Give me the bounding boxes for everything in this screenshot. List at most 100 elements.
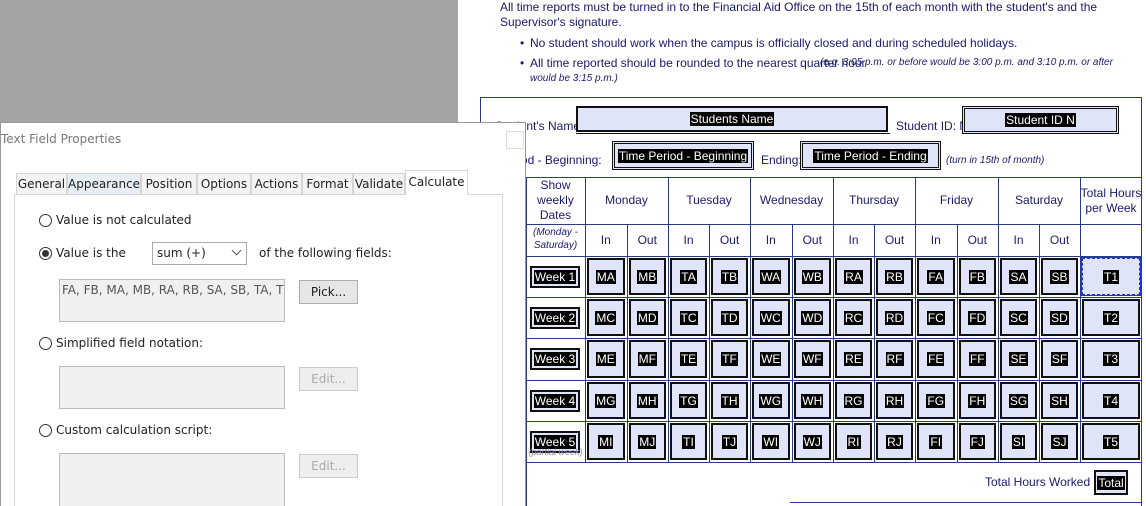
name-field[interactable]: Students Name — [576, 106, 888, 132]
time-field[interactable]: TA — [670, 258, 707, 295]
tab[interactable]: Validate — [353, 173, 405, 195]
tab[interactable]: Options — [197, 173, 251, 195]
radio[interactable] — [39, 424, 52, 437]
tab[interactable]: Actions — [251, 173, 302, 195]
tab[interactable]: Position — [141, 173, 197, 195]
time-field[interactable]: SG — [1000, 382, 1037, 419]
select[interactable]: sum (+) — [152, 242, 247, 265]
time-field[interactable]: FA — [917, 258, 955, 295]
time-field[interactable]: SD — [1041, 299, 1078, 336]
ending-field[interactable]: Time Period - Ending — [800, 141, 941, 170]
time-field[interactable]: FB — [958, 258, 996, 295]
time-field[interactable]: TG — [670, 382, 707, 419]
rule — [526, 256, 1142, 257]
time-field[interactable]: TD — [711, 299, 748, 336]
radio[interactable] — [39, 247, 52, 260]
time-field[interactable]: TF — [711, 340, 748, 378]
time-field[interactable]: MG — [587, 382, 625, 419]
time-field[interactable]: WF — [793, 340, 831, 378]
time-field[interactable]: FC — [917, 299, 955, 336]
time-field[interactable]: SB — [1041, 258, 1078, 295]
time-field[interactable]: FH — [958, 382, 996, 419]
field-text: TE — [679, 352, 698, 366]
id-field[interactable]: Student ID N — [962, 106, 1119, 134]
time-field[interactable]: FF — [958, 340, 996, 378]
time-field[interactable]: SI — [1000, 423, 1037, 460]
time-field[interactable]: WG — [752, 382, 790, 419]
time-field[interactable]: WI — [752, 423, 790, 460]
time-field[interactable]: FJ — [958, 423, 996, 460]
time-field[interactable]: FG — [917, 382, 955, 419]
field-text: FH — [968, 393, 987, 408]
radio[interactable] — [39, 214, 52, 227]
time-field[interactable]: MJ — [628, 423, 666, 460]
time-field[interactable]: MH — [628, 382, 666, 419]
tab[interactable]: General — [16, 173, 67, 195]
total-field[interactable]: T5 — [1082, 423, 1140, 460]
button[interactable]: Pick... — [299, 280, 358, 304]
time-field[interactable]: RB — [876, 258, 913, 295]
week-field[interactable]: Week 1 — [530, 265, 580, 288]
time-field[interactable]: RC — [835, 299, 872, 336]
time-field[interactable]: SE — [1000, 340, 1037, 378]
time-field[interactable]: TC — [670, 299, 707, 336]
time-field[interactable]: RD — [876, 299, 913, 336]
time-field[interactable]: SH — [1041, 382, 1078, 419]
radio[interactable] — [39, 337, 52, 350]
week-field[interactable]: Week 4 — [530, 389, 580, 412]
total-field[interactable]: T1 — [1081, 257, 1141, 296]
time-field[interactable]: TJ — [711, 423, 748, 460]
time-field[interactable]: FE — [917, 340, 955, 378]
time-field[interactable]: SJ — [1041, 423, 1078, 460]
total-field[interactable]: T4 — [1082, 382, 1140, 419]
grand-total-field[interactable]: Total — [1094, 470, 1128, 495]
field-text: WH — [801, 393, 824, 408]
time-field[interactable]: MB — [628, 258, 666, 295]
time-field[interactable]: RJ — [876, 423, 913, 460]
week-field[interactable]: Week 2 — [530, 306, 580, 329]
radio-label: Value is the — [56, 246, 126, 260]
time-field[interactable]: SF — [1041, 340, 1078, 378]
time-field[interactable]: FD — [958, 299, 996, 336]
time-field[interactable]: WC — [752, 299, 790, 336]
time-field[interactable]: MA — [587, 258, 625, 295]
time-field[interactable]: WJ — [793, 423, 831, 460]
week-field[interactable]: Week 5 — [530, 430, 580, 453]
close-button[interactable] — [506, 131, 524, 149]
time-field[interactable]: TI — [670, 423, 707, 460]
time-field[interactable]: MC — [587, 299, 625, 336]
time-field[interactable]: SA — [1000, 258, 1037, 295]
time-field[interactable]: WA — [752, 258, 790, 295]
time-field[interactable]: WD — [793, 299, 831, 336]
time-field[interactable]: RA — [835, 258, 872, 295]
field-text: RE — [844, 352, 863, 366]
tab[interactable]: Format — [302, 173, 353, 195]
tab[interactable]: Appearance — [67, 173, 141, 195]
time-field[interactable]: RH — [876, 382, 913, 419]
week-field[interactable]: Week 3 — [530, 348, 580, 370]
time-field[interactable]: RG — [835, 382, 872, 419]
time-field[interactable]: WH — [793, 382, 831, 419]
period-field[interactable]: Time Period - Beginning — [612, 141, 754, 170]
total-field[interactable]: T2 — [1082, 299, 1140, 336]
time-field[interactable]: TB — [711, 258, 748, 295]
time-field[interactable]: TH — [711, 382, 748, 419]
time-field[interactable]: ME — [587, 340, 625, 378]
time-field[interactable]: RI — [835, 423, 872, 460]
time-field[interactable]: SC — [1000, 299, 1037, 336]
bullet-note: (e.g. 3:05 p.m. or before would be 3:00 … — [820, 57, 1113, 68]
time-field[interactable]: MD — [628, 299, 666, 336]
time-field[interactable]: MF — [628, 340, 666, 378]
time-field[interactable]: MI — [587, 423, 625, 460]
time-field[interactable]: WB — [793, 258, 831, 295]
header: Show — [540, 178, 571, 192]
time-field[interactable]: WE — [752, 340, 790, 378]
field-text: SC — [1009, 310, 1028, 325]
time-field[interactable]: TE — [670, 340, 707, 378]
total-field[interactable]: T3 — [1082, 340, 1140, 378]
time-field[interactable]: RF — [876, 340, 913, 378]
time-field[interactable]: RE — [835, 340, 872, 378]
field-text: FJ — [969, 434, 985, 449]
tab[interactable]: Calculate — [405, 170, 468, 195]
time-field[interactable]: FI — [917, 423, 955, 460]
